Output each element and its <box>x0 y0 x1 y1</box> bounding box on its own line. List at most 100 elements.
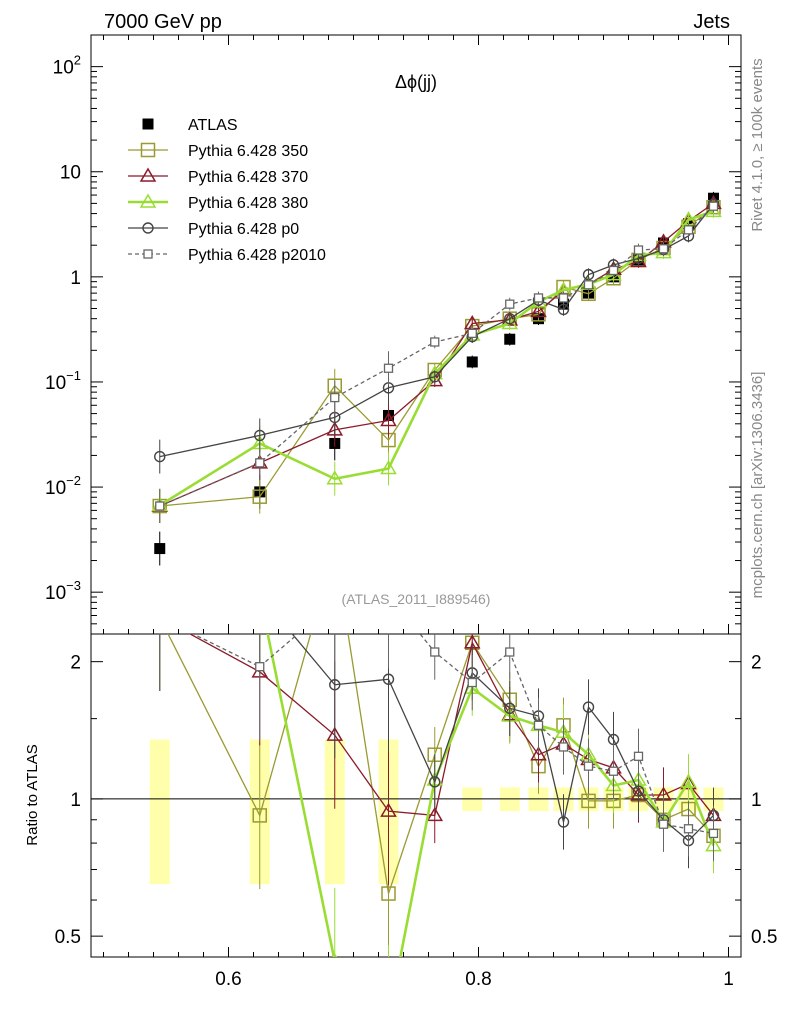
legend-marker <box>143 249 153 259</box>
series-5-point <box>467 328 477 339</box>
main-plot-area <box>151 191 722 566</box>
plot-title: Δϕ(jj) <box>395 72 437 92</box>
series-4-point <box>429 371 441 383</box>
series-4-point <box>557 303 570 316</box>
legend-item: ATLAS <box>142 117 238 134</box>
series-5-point <box>608 265 619 276</box>
ratio-y-tick-label-right: 2 <box>751 653 762 674</box>
legend-marker <box>142 118 154 130</box>
legend-item: Pythia 6.428 380 <box>128 193 308 212</box>
main-y-tick-base: 10 <box>60 163 81 184</box>
legend-marker <box>139 193 157 208</box>
legend-label: Pythia 6.428 p2010 <box>188 247 326 264</box>
ratio-y-tick-label-right: 0.5 <box>751 927 777 948</box>
series-3-ratio-point <box>680 773 697 788</box>
series-5-point <box>255 458 265 468</box>
ratio-y-tick-label: 0.5 <box>55 927 81 948</box>
legend-item: Pythia 6.428 p2010 <box>128 247 326 264</box>
x-tick-label: 0.8 <box>465 969 491 990</box>
series-4-ratio-point <box>557 816 570 828</box>
series-layer <box>151 191 722 1023</box>
main-y-tick-base: 10 <box>53 58 74 79</box>
series-5-ratio-point <box>708 828 719 839</box>
series-3-point <box>380 460 397 475</box>
main-y-tick-exponent: −3 <box>66 578 81 593</box>
series-5-ratio-point <box>683 824 694 834</box>
ratio-panel-frame <box>90 633 742 958</box>
series-4-ratio-point <box>382 673 395 685</box>
series-2-ratio-point <box>426 806 444 822</box>
series-1-ratio-point <box>381 886 396 901</box>
series-2-ratio-point <box>153 610 167 622</box>
series-5-point <box>583 280 594 290</box>
series-5-point <box>330 392 340 403</box>
legend-item: Pythia 6.428 p0 <box>128 221 299 238</box>
series-5-point <box>683 225 694 235</box>
ratio-y-tick-label-right: 1 <box>751 790 762 811</box>
series-3-point <box>326 470 344 485</box>
ratio-plot-area <box>153 542 722 1023</box>
series-5-point <box>708 201 719 211</box>
legend-marker <box>140 142 156 158</box>
series-5-ratio-point <box>467 677 477 688</box>
series-4-point <box>254 429 266 442</box>
series-5-point <box>533 293 544 303</box>
series-4-ratio-point <box>582 701 595 713</box>
series-5-point <box>383 363 394 373</box>
x-tick-label: 0.6 <box>215 969 241 990</box>
main-y-tick-exponent: 2 <box>74 53 81 68</box>
series-5-ratio-point <box>533 720 544 730</box>
series-4-ratio-point <box>255 590 265 600</box>
series-3-ratio-point <box>382 1011 396 1023</box>
series-2-ratio-point <box>380 802 397 817</box>
main-y-tick-exponent: −1 <box>66 368 81 383</box>
ratio-y-tick-label: 1 <box>70 790 81 811</box>
series-1-ratio-point <box>328 542 341 555</box>
main-y-tick-base: 10 <box>45 373 66 394</box>
legend-label: ATLAS <box>188 117 238 134</box>
series-4-ratio-point <box>504 702 516 715</box>
main-y-tick-base: 1 <box>70 268 81 289</box>
atlas-band-segment <box>149 739 170 885</box>
series-5-ratio-point <box>558 742 569 752</box>
legend-marker <box>142 222 154 234</box>
x-tick-label: 1 <box>723 969 734 990</box>
series-1-point <box>252 489 267 504</box>
series-2-point <box>530 302 547 318</box>
main-y-tick-label: 1 <box>70 268 81 289</box>
main-y-tick-base: 10 <box>45 478 66 499</box>
main-y-tick-label: 102 <box>53 53 81 79</box>
legend-marker <box>139 167 157 182</box>
series-4-ratio-point <box>155 612 165 622</box>
series-4-ratio-point <box>329 679 341 691</box>
series-5-ratio-point <box>255 662 265 672</box>
series-5-point <box>155 501 165 511</box>
series-4-ratio-point <box>632 785 645 797</box>
series-5-point <box>505 299 515 309</box>
series-5-ratio-point <box>331 598 339 606</box>
series-5-ratio-point <box>633 751 644 761</box>
series-2-ratio-point <box>530 746 547 761</box>
series-5-ratio-point <box>608 766 619 776</box>
legend-label: Pythia 6.428 350 <box>188 143 308 160</box>
header-left: 7000 GeV pp <box>104 11 222 33</box>
series-5-point <box>658 244 669 254</box>
series-2-point <box>326 421 344 436</box>
series-5-point <box>633 245 644 255</box>
analysis-label: (ATLAS_2011_I889546) <box>342 591 491 607</box>
main-y-tick-base: 10 <box>45 583 66 604</box>
series-4-point <box>154 450 166 463</box>
main-y-tick-label: 10−1 <box>45 368 81 394</box>
mcplots-credit: mcplots.cern.ch [arXiv:1306.3436] <box>749 372 766 599</box>
ratio-y-tick-label: 2 <box>70 653 81 674</box>
series-5-ratio-point <box>430 647 440 657</box>
legend-label: Pythia 6.428 370 <box>188 169 308 186</box>
atlas-band-segment <box>324 739 345 885</box>
series-2-point <box>380 411 397 427</box>
series-5-ratio-point <box>156 613 164 621</box>
series-5-ratio-point <box>505 647 515 657</box>
header-right: Jets <box>693 11 730 33</box>
main-y-tick-label: 10−3 <box>45 578 81 604</box>
